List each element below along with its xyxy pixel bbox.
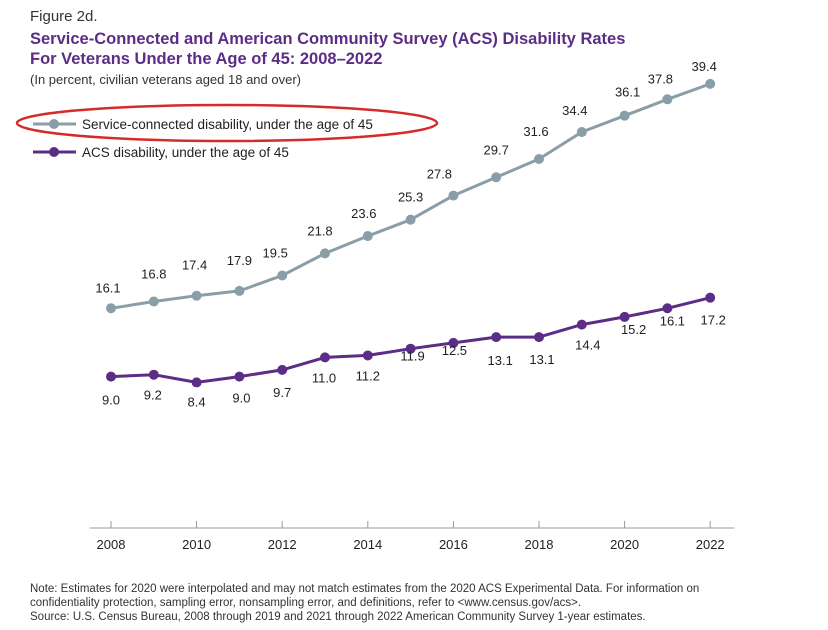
legend-marker-service	[49, 119, 59, 129]
legend-label-service: Service-connected disability, under the …	[82, 117, 373, 132]
line-chart: 2008 2010 2012 2014 2016 2018 2020 2022 16.1 16.8…	[15, 59, 734, 552]
data-label-service-2018: 31.6	[523, 124, 548, 139]
data-label-service-2009: 16.8	[141, 267, 166, 282]
data-label-acs-2015: 11.9	[400, 349, 424, 364]
data-point-acs-2020	[619, 311, 630, 322]
data-label-service-2022: 39.4	[692, 59, 717, 74]
data-point-acs-2021	[662, 303, 673, 314]
data-label-acs-2016: 12.5	[442, 343, 467, 358]
data-point-service-2019	[576, 127, 587, 138]
data-point-service-2011	[234, 285, 245, 296]
data-label-acs-2012: 9.7	[273, 385, 291, 400]
data-point-acs-2014	[362, 350, 373, 361]
data-label-service-2012: 19.5	[263, 246, 288, 261]
data-point-service-2015	[405, 214, 416, 225]
source-line: Source: U.S. Census Bureau, 2008 through…	[30, 611, 646, 623]
note-line-1: Note: Estimates for 2020 were interpolat…	[30, 583, 700, 595]
x-tick-label-2020: 2020	[610, 537, 639, 552]
data-point-service-2020	[619, 110, 630, 121]
data-label-service-2017: 29.7	[484, 142, 509, 157]
data-label-acs-2022: 17.2	[701, 313, 726, 328]
data-point-service-2021	[662, 94, 673, 105]
data-point-acs-2009	[148, 369, 159, 380]
data-point-service-2013	[320, 248, 330, 259]
data-label-acs-2017: 13.1	[488, 353, 513, 368]
chart-title: Service-Connected and American Community…	[30, 29, 790, 69]
data-label-service-2021: 37.8	[648, 71, 673, 86]
data-point-service-2008	[106, 303, 116, 314]
data-label-service-2014: 23.6	[351, 206, 376, 221]
chart-note: Note: Estimates for 2020 were interpolat…	[30, 582, 810, 624]
highlight-oval	[15, 103, 439, 143]
chart-title-line-2: For Veterans Under the Age of 45: 2008–2…	[30, 50, 383, 68]
data-point-acs-2010	[191, 377, 202, 388]
x-tick-label-2010: 2010	[182, 537, 211, 552]
chart-subtitle: (In percent, civilian veterans aged 18 a…	[30, 72, 301, 87]
data-label-service-2019: 34.4	[562, 103, 587, 118]
data-label-service-2020: 36.1	[615, 85, 640, 100]
data-point-service-2010	[191, 290, 202, 301]
data-label-service-2010: 17.4	[182, 258, 207, 273]
data-label-acs-2010: 8.4	[188, 394, 206, 409]
series-line-acs	[110, 296, 711, 384]
legend-marker-acs	[49, 147, 59, 157]
data-point-acs-2019	[576, 319, 587, 330]
chart-title-line-1: Service-Connected and American Community…	[30, 30, 626, 48]
data-point-acs-2012	[277, 364, 288, 375]
note-line-2: confidentiality protection, sampling err…	[30, 597, 582, 609]
data-point-acs-2013	[320, 352, 330, 363]
data-point-acs-2016	[448, 337, 459, 348]
data-label-service-2011: 17.9	[227, 253, 252, 268]
data-label-acs-2014: 11.2	[356, 368, 380, 383]
data-label-service-2013: 21.8	[307, 223, 332, 238]
data-point-service-2009	[148, 296, 159, 307]
x-tick-label-2018: 2018	[525, 537, 554, 552]
data-label-acs-2021: 16.1	[660, 313, 685, 328]
data-point-service-2012	[277, 270, 288, 281]
data-label-acs-2009: 9.2	[144, 388, 162, 403]
data-label-acs-2020: 15.2	[621, 322, 646, 337]
x-tick-label-2008: 2008	[97, 537, 126, 552]
data-label-acs-2013: 11.0	[312, 370, 336, 385]
data-point-acs-2017	[491, 332, 502, 343]
data-label-acs-2008: 9.0	[102, 393, 120, 408]
figure-label: Figure 2d.	[30, 8, 98, 25]
legend-label-acs: ACS disability, under the age of 45	[82, 145, 289, 160]
x-tick-label-2014: 2014	[353, 537, 382, 552]
data-point-service-2018	[534, 153, 544, 164]
x-tick-label-2022: 2022	[696, 537, 725, 552]
data-point-service-2022	[705, 78, 716, 89]
data-label-acs-2011: 9.0	[232, 391, 250, 406]
data-label-service-2015: 25.3	[398, 190, 423, 205]
data-label-acs-2018: 13.1	[529, 352, 554, 367]
data-point-acs-2022	[705, 292, 716, 303]
data-point-acs-2018	[534, 332, 544, 343]
x-tick-label-2016: 2016	[439, 537, 468, 552]
data-point-acs-2015	[405, 343, 416, 354]
data-point-acs-2008	[106, 371, 116, 382]
data-point-acs-2011	[234, 371, 245, 382]
data-point-service-2014	[362, 231, 373, 242]
data-label-service-2016: 27.8	[427, 167, 452, 182]
x-tick-label-2012: 2012	[268, 537, 297, 552]
data-point-service-2017	[491, 172, 502, 183]
data-label-acs-2019: 14.4	[575, 338, 600, 353]
data-label-service-2008: 16.1	[95, 280, 120, 295]
data-point-service-2016	[448, 190, 459, 201]
